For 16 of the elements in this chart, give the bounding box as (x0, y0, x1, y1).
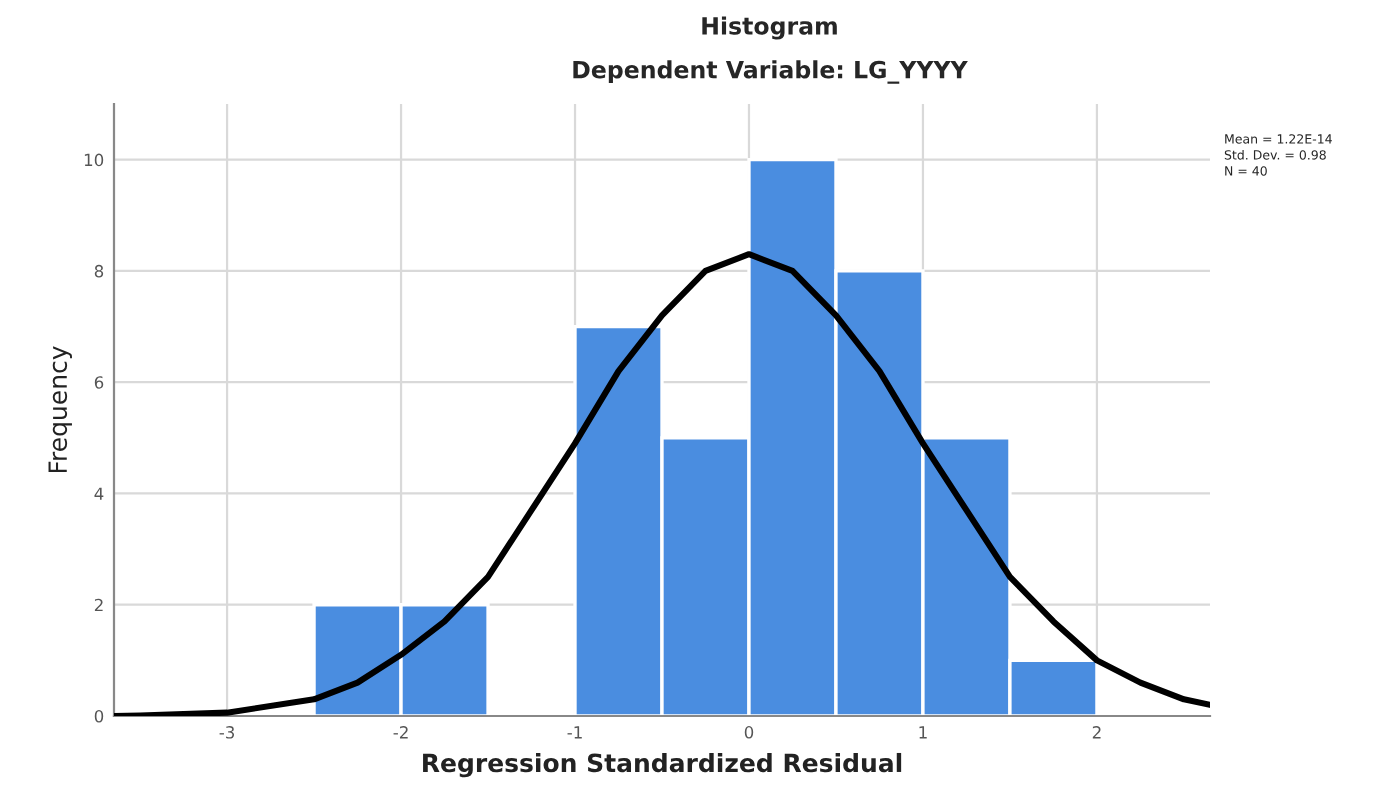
y-tick-label: 0 (94, 709, 104, 723)
x-tick-label: -2 (393, 726, 408, 739)
y-tick-label: 4 (94, 487, 104, 500)
chart-title: Histogram (702, 16, 837, 40)
y-axis-title: Frequency (48, 346, 72, 473)
x-tick-label: -1 (567, 726, 582, 739)
x-tick-label: -3 (219, 726, 235, 739)
y-tick-label: 8 (94, 264, 104, 278)
x-tick-label: 2 (1092, 726, 1101, 739)
y-tick-label: 6 (94, 376, 104, 389)
x-axis-title: Regression Standardized Residual (423, 752, 902, 778)
y-tick-label: 10 (84, 153, 104, 167)
chart-subtitle: Dependent Variable: LG_YYYY (573, 60, 968, 84)
x-tick-label: 1 (919, 726, 927, 739)
y-tick-label: 2 (94, 598, 103, 612)
x-tick-label: 0 (744, 726, 754, 739)
